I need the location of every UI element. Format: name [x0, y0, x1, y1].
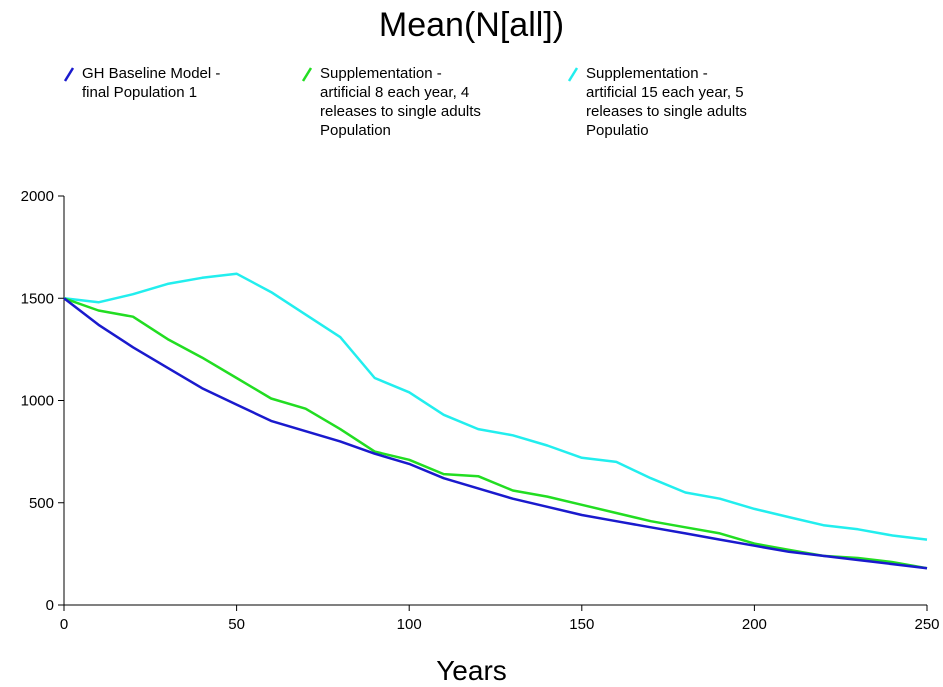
- x-tick-label: 50: [228, 616, 245, 633]
- y-tick-label: 2000: [21, 188, 54, 205]
- legend-label-baseline: GH Baseline Model - final Population 1: [82, 65, 221, 101]
- y-tick-label: 500: [29, 495, 54, 512]
- series-line-supp-15: [63, 272, 928, 541]
- legend-swatch-baseline: [63, 67, 75, 82]
- x-axis-label: Years: [436, 655, 507, 686]
- legend-swatch-supp-8: [301, 67, 313, 82]
- legend-swatch-supp-15: [567, 67, 579, 82]
- x-tick-label: 0: [60, 616, 68, 633]
- legend-label-supp-8: Supplementation - artificial 8 each year…: [320, 65, 481, 139]
- chart-series: [63, 272, 928, 570]
- x-tick-label: 150: [569, 616, 594, 633]
- x-tick-label: 200: [742, 616, 767, 633]
- chart-axes: 0 500 1000 1500 2000 0 50 100 150 200 250: [21, 188, 940, 633]
- legend-label-supp-15: Supplementation - artificial 15 each yea…: [586, 65, 747, 139]
- series-line-supp-8: [63, 297, 928, 570]
- chart-title: Mean(N[all]): [378, 6, 565, 44]
- y-tick-label: 1000: [21, 393, 54, 410]
- x-tick-label: 250: [914, 616, 939, 633]
- series-line-baseline: [63, 297, 928, 570]
- y-tick-label: 1500: [21, 290, 54, 307]
- x-tick-label: 100: [397, 616, 422, 633]
- y-tick-label: 0: [46, 597, 54, 614]
